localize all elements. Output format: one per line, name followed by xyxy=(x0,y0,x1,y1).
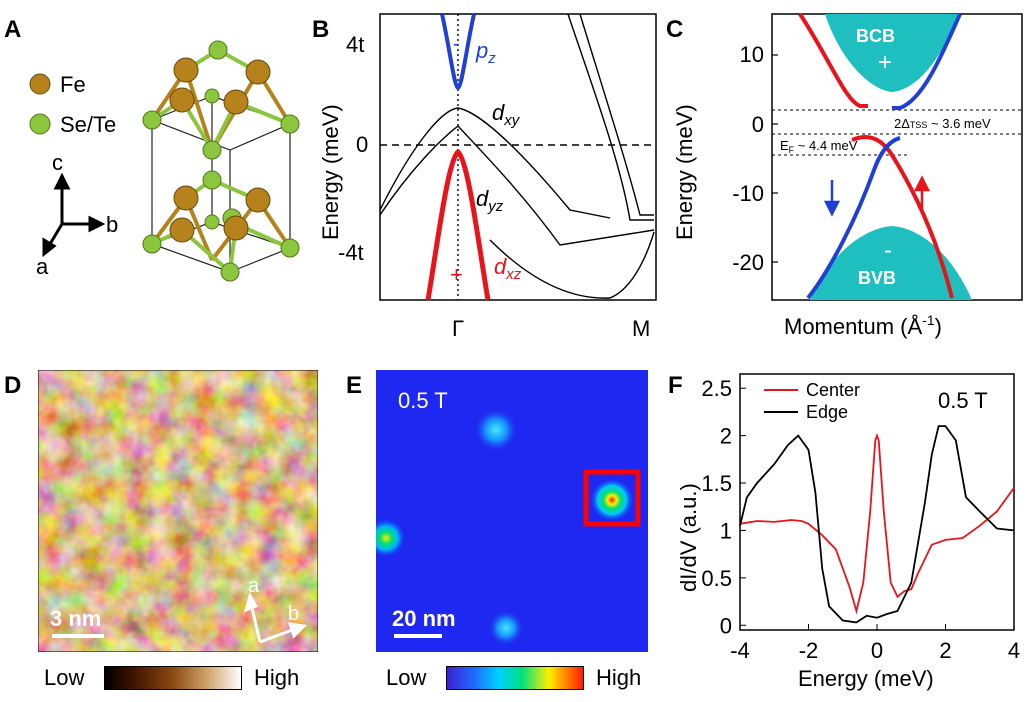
y-tick-label: 0.5 xyxy=(701,566,732,591)
pz-label: pz xyxy=(475,38,496,67)
map-field-label: 0.5 T xyxy=(398,388,448,413)
x-tick-label: -2 xyxy=(799,638,819,663)
dxy-label: dxy xyxy=(492,100,521,129)
band-curves xyxy=(379,13,655,301)
ytick: 10 xyxy=(740,42,764,67)
vortex-spot xyxy=(474,408,518,452)
vortex-spot xyxy=(376,518,406,558)
x-tick-label: -4 xyxy=(730,638,750,663)
chemical-bonds xyxy=(150,48,292,274)
band-structure-panel: Energy (meV) 4t 0 -4t Γ M - + pz dxy dyz… xyxy=(318,13,657,341)
bcb-band xyxy=(825,14,958,92)
y-tick-label: 2 xyxy=(720,424,732,449)
dir-b-label: b xyxy=(288,603,299,625)
sete-legend-label: Se/Te xyxy=(60,112,116,137)
ytick: 0 xyxy=(752,112,764,137)
topo-cbar-high: High xyxy=(254,665,300,690)
axis-a-label: a xyxy=(36,254,49,279)
panel-label-a: A xyxy=(4,16,22,43)
didv-field-label: 0.5 T xyxy=(938,388,988,413)
scalebar-label: 20 nm xyxy=(392,606,456,631)
bcb-sign: + xyxy=(878,49,892,76)
ytick-neg4t: -4t xyxy=(338,240,364,265)
vortex-spot xyxy=(488,610,524,646)
dir-a-label: a xyxy=(248,575,260,597)
x-tick-label: 4 xyxy=(1008,638,1020,663)
panel-label-e: E xyxy=(346,372,363,399)
panel-label-b: B xyxy=(312,16,330,43)
series-line-edge xyxy=(739,425,1015,624)
gap-label: 2ΔTSS ~ 3.6 meV xyxy=(894,116,991,131)
topography-colorbar xyxy=(104,666,242,690)
tss-yticks: 10 0 -10 -20 xyxy=(732,42,764,275)
tss-xlabel: Momentum (Å-1) xyxy=(784,312,942,339)
y-tick-label: 1 xyxy=(720,518,732,543)
spin-down-arrow-icon xyxy=(823,180,841,217)
bvb-band xyxy=(810,226,972,300)
didv-xlabel: Energy (meV) xyxy=(798,666,934,691)
fe-atoms xyxy=(169,57,271,243)
xtick-gamma: Γ xyxy=(452,316,464,341)
tss-dashed-lines xyxy=(772,109,1022,156)
bcb-label: BCB xyxy=(856,26,895,46)
map-cbar-low: Low xyxy=(386,665,427,690)
highlight-box xyxy=(583,469,641,527)
axis-c-label: c xyxy=(52,150,63,175)
ytick-4t: 4t xyxy=(346,32,364,57)
series-line-center xyxy=(739,432,1015,615)
topography-image: 3 nm a b xyxy=(38,370,318,652)
panel-label-c: C xyxy=(666,16,684,43)
y-tick-label: 1.5 xyxy=(701,471,732,496)
fe-legend-label: Fe xyxy=(60,72,86,97)
didv-chart: dI/dV (a.u.) 0 0.5 1 1.5 2 2.5 -4 -2 0 2 4 Energy… xyxy=(676,373,1020,691)
tss-ylabel: Energy (meV) xyxy=(672,104,697,240)
x-tick-label: 0 xyxy=(871,638,883,663)
ytick: -10 xyxy=(732,181,764,206)
scalebar-label: 3 nm xyxy=(50,606,101,631)
crystal-axes-icon xyxy=(42,172,106,258)
ef-label: EF ~ 4.4 meV xyxy=(780,138,858,155)
y-tick-label: 0 xyxy=(720,613,732,638)
crystal-structure-panel: Fe Se/Te c b a xyxy=(29,40,300,282)
x-tick-label: 2 xyxy=(939,638,951,663)
lattice-direction-icon xyxy=(243,592,308,644)
zbcp-map: 0.5 T 20 nm xyxy=(376,370,648,652)
band-ylabel: Energy (meV) xyxy=(318,104,343,240)
panel-label-f: F xyxy=(668,372,683,399)
dxz-label: dxz xyxy=(494,254,522,283)
fe-legend-icon xyxy=(29,73,51,95)
sete-legend-icon xyxy=(29,113,51,135)
topo-cbar-low: Low xyxy=(44,665,85,690)
legend-center-label: Center xyxy=(806,380,860,400)
didv-ylabel: dI/dV (a.u.) xyxy=(676,483,701,592)
bvb-label: BVB xyxy=(858,268,896,288)
legend-edge-label: Edge xyxy=(806,402,848,422)
tss-bands xyxy=(798,12,962,300)
map-cbar-high: High xyxy=(596,665,642,690)
xtick-m: M xyxy=(632,316,650,341)
tss-panel: Energy (meV) 10 0 -10 -20 BCB + - BVB 2Δ… xyxy=(672,12,1023,339)
ytick-0: 0 xyxy=(356,132,368,157)
dyz-label: dyz xyxy=(476,186,504,215)
pz-sign: - xyxy=(453,33,460,55)
panel-label-d: D xyxy=(4,372,22,399)
y-tick-label: 2.5 xyxy=(701,376,732,401)
bvb-sign: - xyxy=(884,237,892,264)
vortex-spot xyxy=(590,478,634,522)
dxz-sign: + xyxy=(450,262,463,287)
axis-b-label: b xyxy=(106,212,118,237)
spin-up-arrow-icon xyxy=(913,175,931,212)
map-colorbar xyxy=(446,666,584,690)
ytick: -20 xyxy=(732,250,764,275)
